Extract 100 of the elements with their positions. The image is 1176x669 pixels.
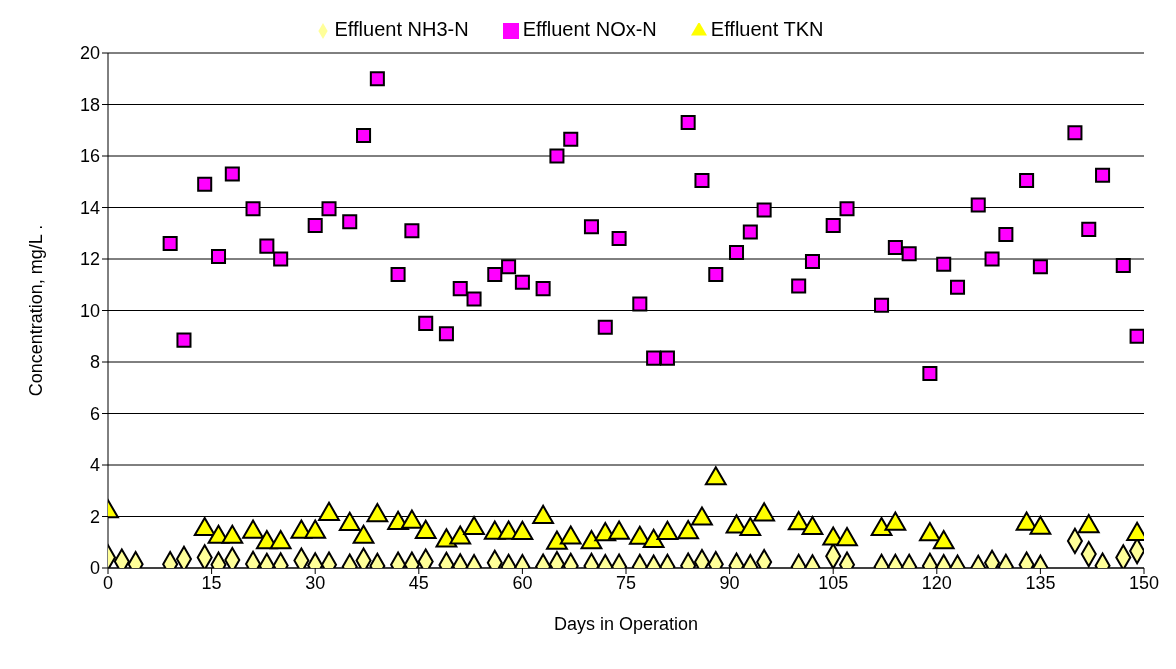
point xyxy=(304,519,327,539)
point xyxy=(580,530,603,550)
point xyxy=(487,266,503,282)
point xyxy=(369,71,385,87)
point xyxy=(704,466,727,486)
point xyxy=(950,279,966,295)
point xyxy=(338,511,361,531)
x-tick-label: 15 xyxy=(201,572,222,593)
y-tick-label: 20 xyxy=(79,43,100,64)
point xyxy=(514,274,530,290)
point xyxy=(677,520,700,540)
point xyxy=(176,332,192,348)
point xyxy=(1067,125,1083,141)
point xyxy=(874,297,890,313)
point xyxy=(839,201,855,217)
point xyxy=(1077,514,1100,534)
point xyxy=(318,501,340,521)
point xyxy=(193,516,216,537)
point xyxy=(501,259,517,275)
x-tick-label: 150 xyxy=(1128,572,1160,593)
y-tick-label: 12 xyxy=(79,249,100,270)
y-axis-title: Concentration, mg/L . xyxy=(26,224,47,397)
point xyxy=(366,503,389,523)
point xyxy=(708,266,724,282)
y-tick-label: 8 xyxy=(89,352,100,373)
y-tick-label: 14 xyxy=(79,197,100,218)
point xyxy=(801,515,824,536)
point xyxy=(1115,257,1131,273)
point xyxy=(787,511,810,531)
point xyxy=(728,245,745,261)
x-tick-label: 60 xyxy=(512,572,533,593)
x-tick-label: 30 xyxy=(305,572,326,593)
point xyxy=(1081,221,1097,237)
point xyxy=(804,254,820,270)
point xyxy=(1032,259,1048,275)
point xyxy=(342,214,358,230)
point xyxy=(321,201,337,217)
x-tick-label: 120 xyxy=(921,572,952,593)
point xyxy=(546,530,568,550)
point xyxy=(694,172,710,188)
x-axis-title: Days in Operation xyxy=(553,614,699,634)
x-tick-label: 45 xyxy=(408,572,429,593)
point xyxy=(656,520,679,540)
point xyxy=(936,256,952,272)
point xyxy=(611,230,627,246)
point xyxy=(901,246,917,262)
point xyxy=(414,519,437,539)
x-tick-label: 135 xyxy=(1025,572,1056,593)
y-tick-label: 18 xyxy=(79,94,100,115)
point xyxy=(646,350,662,366)
point xyxy=(352,524,375,544)
point xyxy=(1095,167,1111,183)
point xyxy=(307,218,323,234)
point xyxy=(356,127,372,143)
point xyxy=(870,516,893,537)
point xyxy=(632,296,648,312)
point xyxy=(691,506,713,526)
y-tick-label: 6 xyxy=(89,403,100,424)
point xyxy=(836,526,858,547)
point xyxy=(549,148,565,164)
point xyxy=(559,525,582,545)
point xyxy=(563,131,579,147)
point xyxy=(245,201,261,217)
point xyxy=(1019,172,1035,188)
point xyxy=(597,319,613,335)
point xyxy=(221,524,244,544)
x-tick-label: 105 xyxy=(818,572,849,593)
legend-label: Effluent TKN xyxy=(710,18,824,40)
point xyxy=(932,530,955,550)
legend-label: Effluent NOx-N xyxy=(522,18,657,40)
point xyxy=(922,366,938,382)
y-tick-label: 16 xyxy=(79,146,100,167)
point xyxy=(269,530,292,550)
point xyxy=(452,281,468,297)
y-tick-label: 0 xyxy=(89,558,100,579)
point xyxy=(753,502,776,522)
point xyxy=(535,281,551,297)
point xyxy=(273,251,289,267)
point xyxy=(756,202,772,218)
x-tick-label: 90 xyxy=(719,572,740,593)
point xyxy=(1129,328,1144,344)
point xyxy=(511,520,534,540)
x-tick-label: 0 xyxy=(102,572,114,593)
point xyxy=(608,520,630,540)
point xyxy=(224,166,240,182)
point xyxy=(642,528,665,548)
point xyxy=(466,291,482,307)
point xyxy=(680,115,696,131)
point xyxy=(791,278,807,294)
point xyxy=(463,515,485,536)
point xyxy=(970,197,986,213)
y-tick-label: 2 xyxy=(89,506,100,527)
point xyxy=(438,326,454,342)
x-tick-label: 75 xyxy=(615,572,637,593)
legend-label: Effluent NH3-N xyxy=(334,18,469,40)
point xyxy=(659,350,675,366)
point xyxy=(739,516,762,537)
point xyxy=(1015,511,1038,531)
point xyxy=(197,176,213,192)
point xyxy=(210,248,227,264)
